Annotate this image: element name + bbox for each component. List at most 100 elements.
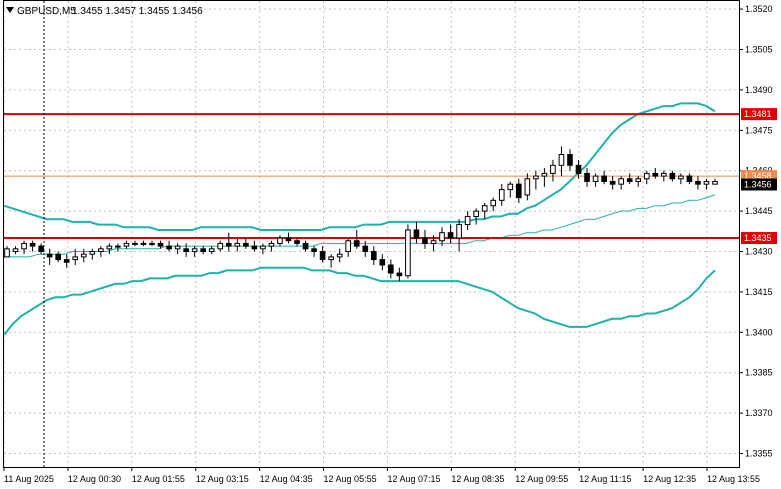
x-tick-label: 11 Aug 2025 bbox=[4, 474, 54, 484]
candle-body bbox=[166, 245, 172, 250]
candle-body bbox=[652, 172, 659, 177]
chart-title: GBPUSD,M5 1.3455 1.3457 1.3455 1.3456 bbox=[6, 6, 203, 17]
candle-body bbox=[294, 240, 300, 244]
x-tick-label: 12 Aug 13:55 bbox=[707, 474, 760, 484]
candle-body bbox=[712, 180, 718, 185]
candle-body bbox=[558, 154, 565, 166]
y-tick-label: 1.3520 bbox=[745, 4, 773, 14]
candle-body bbox=[29, 242, 36, 247]
horizontal-levels bbox=[4, 113, 739, 240]
y-tick-label: 1.3505 bbox=[745, 44, 773, 54]
y-tick-label: 1.3355 bbox=[745, 449, 773, 459]
level-price-label: 1.3458 bbox=[744, 171, 772, 181]
candle-body bbox=[430, 240, 437, 244]
triangle-down-icon[interactable] bbox=[6, 7, 14, 13]
candle-body bbox=[439, 232, 445, 242]
x-tick-label: 12 Aug 07:15 bbox=[387, 474, 440, 484]
x-tick-label: 12 Aug 11:15 bbox=[579, 474, 631, 484]
candle-body bbox=[379, 259, 386, 266]
candle-body bbox=[46, 253, 53, 258]
candle-body bbox=[38, 245, 44, 253]
candle-body bbox=[21, 242, 27, 250]
candle-body bbox=[703, 180, 710, 185]
candle-body bbox=[98, 248, 104, 253]
candle-body bbox=[157, 242, 164, 247]
candle-body bbox=[225, 242, 232, 247]
candle-body bbox=[643, 172, 650, 180]
candle-body bbox=[72, 256, 79, 261]
candle-body bbox=[277, 237, 283, 244]
x-tick-label: 12 Aug 05:55 bbox=[324, 474, 377, 484]
candle-body bbox=[550, 164, 556, 174]
candle-body bbox=[490, 199, 497, 207]
y-tick-label: 1.3385 bbox=[745, 368, 773, 378]
candle-body bbox=[498, 189, 505, 201]
level-price-tag bbox=[741, 108, 777, 121]
current-price-label: 1.3456 bbox=[744, 179, 772, 189]
candle-body bbox=[106, 245, 113, 250]
y-tick-label: 1.3475 bbox=[745, 125, 773, 135]
candle-body bbox=[243, 242, 249, 247]
candle-body bbox=[183, 248, 189, 253]
candle-body bbox=[302, 242, 309, 250]
level-price-tag bbox=[741, 232, 777, 245]
x-tick-label: 12 Aug 00:30 bbox=[68, 474, 121, 484]
candle-body bbox=[695, 180, 701, 185]
y-tick-label: 1.3415 bbox=[745, 287, 773, 297]
candle-body bbox=[601, 175, 607, 182]
bollinger-upper-band bbox=[3, 102, 716, 231]
y-tick-label: 1.3370 bbox=[745, 408, 773, 418]
candle-body bbox=[413, 229, 420, 239]
candle-body bbox=[481, 205, 488, 212]
level-price-label: 1.3435 bbox=[744, 233, 772, 243]
candle-body bbox=[123, 242, 130, 247]
candle-body bbox=[319, 251, 326, 261]
candle-body bbox=[584, 172, 590, 182]
candle-body bbox=[268, 242, 275, 247]
bollinger-bands bbox=[3, 102, 716, 336]
candle-body bbox=[507, 183, 514, 191]
candle-body bbox=[12, 248, 19, 253]
x-tick-label: 12 Aug 04:35 bbox=[260, 474, 313, 484]
candle-body bbox=[362, 245, 369, 253]
candle-body bbox=[464, 215, 471, 226]
candle-body bbox=[200, 248, 207, 253]
candlesticks bbox=[4, 146, 718, 282]
candle-body bbox=[567, 154, 573, 166]
y-tick-label: 1.3430 bbox=[745, 247, 773, 257]
candle-body bbox=[669, 172, 676, 180]
candle-body bbox=[217, 242, 224, 250]
current-price-tag bbox=[741, 178, 777, 191]
candle-body bbox=[191, 248, 198, 253]
candle-body bbox=[140, 242, 147, 245]
time-axis[interactable]: 11 Aug 2025 12 Aug 00:30 12 Aug 01:55 12 Au… bbox=[3, 467, 760, 484]
candle-body bbox=[678, 175, 684, 180]
candle-body bbox=[456, 224, 462, 239]
y-tick-label: 1.3490 bbox=[745, 85, 773, 95]
candle-body bbox=[311, 248, 317, 253]
candle-body bbox=[473, 210, 479, 217]
candle-body bbox=[635, 178, 642, 182]
x-tick-label: 12 Aug 08:35 bbox=[451, 474, 504, 484]
candle-body bbox=[251, 245, 258, 250]
x-tick-label: 12 Aug 03:15 bbox=[196, 474, 249, 484]
symbol-label: GBPUSD,M5 bbox=[17, 6, 76, 17]
candle-body bbox=[353, 240, 360, 247]
candle-body bbox=[4, 248, 10, 258]
candle-body bbox=[55, 253, 61, 261]
price-axis[interactable]: 1.35201.35051.34901.34751.34601.34451.34… bbox=[739, 4, 773, 459]
candle-body bbox=[149, 242, 155, 245]
candle-body bbox=[388, 264, 394, 274]
bollinger-lower-band bbox=[3, 266, 716, 336]
y-tick-label: 1.3445 bbox=[745, 206, 773, 216]
candle-body bbox=[132, 242, 138, 245]
candle-body bbox=[447, 232, 454, 239]
candle-body bbox=[661, 172, 667, 177]
candle-body bbox=[396, 272, 403, 277]
candle-body bbox=[260, 245, 266, 250]
candle-body bbox=[115, 245, 121, 248]
candle-body bbox=[285, 237, 292, 242]
candle-body bbox=[686, 175, 693, 182]
